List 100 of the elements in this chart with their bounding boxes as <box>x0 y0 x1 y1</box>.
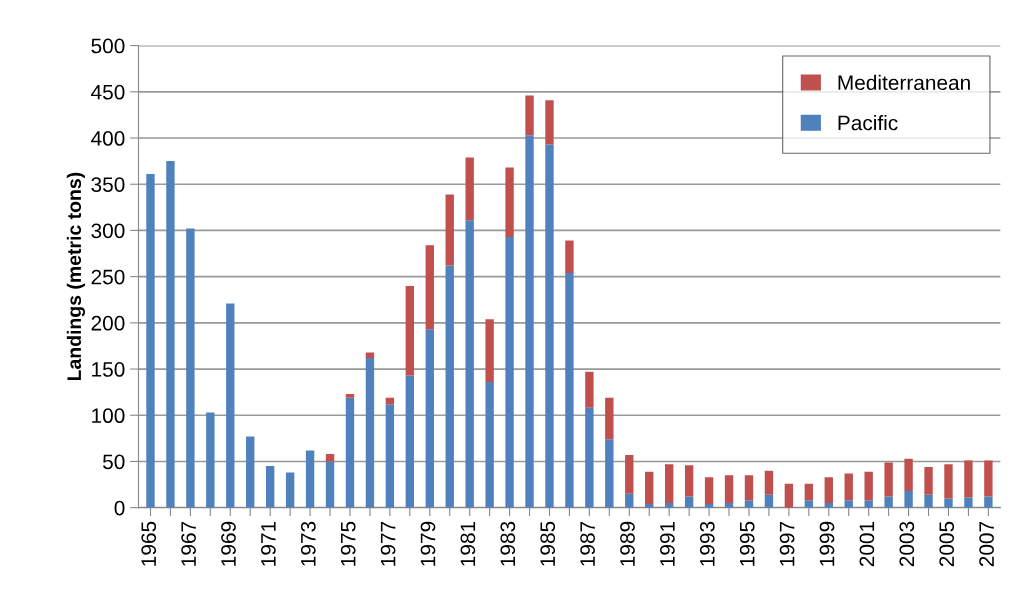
bar <box>824 477 833 504</box>
bar <box>465 220 474 508</box>
bar <box>325 461 335 508</box>
bar <box>565 272 574 508</box>
x-tick-label: 1975 <box>340 521 356 566</box>
bar <box>804 500 814 508</box>
x-tick-label: 1983 <box>500 521 516 566</box>
bar <box>425 245 434 330</box>
bar <box>385 404 395 508</box>
bar <box>964 460 973 498</box>
bar <box>664 464 674 504</box>
bar <box>405 285 415 376</box>
bar <box>345 394 355 398</box>
bar <box>545 100 554 145</box>
x-tick-label: 1997 <box>779 521 795 566</box>
bar <box>605 439 614 508</box>
bar <box>226 303 235 508</box>
x-tick-label: 1999 <box>819 521 835 566</box>
y-tick-label: 150 <box>92 362 125 377</box>
bar <box>285 472 295 508</box>
bar <box>724 475 734 504</box>
y-tick-label: 250 <box>91 269 125 285</box>
bar <box>585 371 594 408</box>
x-tick-label: 1993 <box>699 521 715 566</box>
x-tick-label: 1977 <box>380 521 396 566</box>
bar <box>585 407 594 508</box>
bar <box>465 157 474 221</box>
bar <box>365 352 375 358</box>
y-tick-label: 0 <box>114 500 125 516</box>
bar <box>744 475 754 501</box>
x-tick-label: 1965 <box>141 521 157 566</box>
bar <box>405 375 415 508</box>
bar <box>944 464 953 499</box>
bar <box>884 462 893 497</box>
bar <box>984 496 993 508</box>
x-tick-label: 1995 <box>739 521 755 566</box>
bar <box>485 319 494 382</box>
bar <box>505 167 514 237</box>
bar <box>146 174 155 508</box>
bar <box>186 228 195 508</box>
x-tick-label: 2005 <box>939 521 955 567</box>
bar <box>166 161 175 508</box>
x-tick-label: 1985 <box>540 521 556 566</box>
bar <box>684 465 694 497</box>
bar <box>625 493 634 508</box>
legend-label: Pacific <box>838 115 898 131</box>
y-tick-label: 500 <box>91 38 125 54</box>
bar <box>485 381 494 508</box>
bar <box>924 494 933 508</box>
x-tick-label: 1987 <box>580 521 595 566</box>
x-tick-label: 1973 <box>300 521 316 566</box>
bar <box>445 194 454 266</box>
x-tick-label: 1989 <box>620 521 635 566</box>
bar <box>445 265 454 508</box>
legend-label: Mediterranean <box>838 74 970 91</box>
bar <box>246 436 255 508</box>
bar <box>645 471 654 504</box>
bar <box>305 450 315 508</box>
bar <box>365 357 375 508</box>
bar <box>525 95 534 136</box>
y-tick-label: 200 <box>91 315 125 331</box>
bar <box>325 454 335 462</box>
bar <box>704 477 714 504</box>
x-tick-label: 1979 <box>420 521 436 566</box>
bar <box>984 460 993 497</box>
bar <box>904 491 913 508</box>
bar <box>345 397 355 508</box>
x-tick-label: 2003 <box>899 521 915 567</box>
bar <box>844 500 853 508</box>
bar <box>864 471 873 501</box>
y-tick-label: 50 <box>102 454 125 470</box>
bar <box>625 455 634 494</box>
bar <box>545 144 554 508</box>
bar <box>525 135 534 508</box>
y-tick-label: 300 <box>91 223 125 239</box>
x-tick-label: 1971 <box>261 521 276 566</box>
bar <box>744 500 754 508</box>
y-tick-label: 100 <box>92 408 125 424</box>
y-tick-label: 450 <box>91 84 125 100</box>
y-axis-title: Landings (metric tons) <box>66 172 85 381</box>
y-tick-label: 350 <box>91 177 125 192</box>
bar <box>505 236 514 508</box>
bar <box>904 458 913 492</box>
bar <box>565 240 574 273</box>
bar <box>964 497 973 508</box>
bar <box>864 500 873 508</box>
bar <box>764 470 774 495</box>
bar <box>884 496 893 508</box>
bar <box>206 412 215 508</box>
x-tick-label: 2007 <box>979 521 994 567</box>
y-tick-label: 400 <box>91 131 125 146</box>
x-tick-label: 2001 <box>859 521 875 567</box>
x-tick-label: 1969 <box>221 521 236 566</box>
bar <box>924 467 933 495</box>
x-tick-label: 1991 <box>660 521 675 566</box>
bar <box>944 498 953 508</box>
bar <box>265 466 275 508</box>
bar <box>844 473 853 501</box>
bar <box>605 397 614 440</box>
bar <box>784 483 794 508</box>
